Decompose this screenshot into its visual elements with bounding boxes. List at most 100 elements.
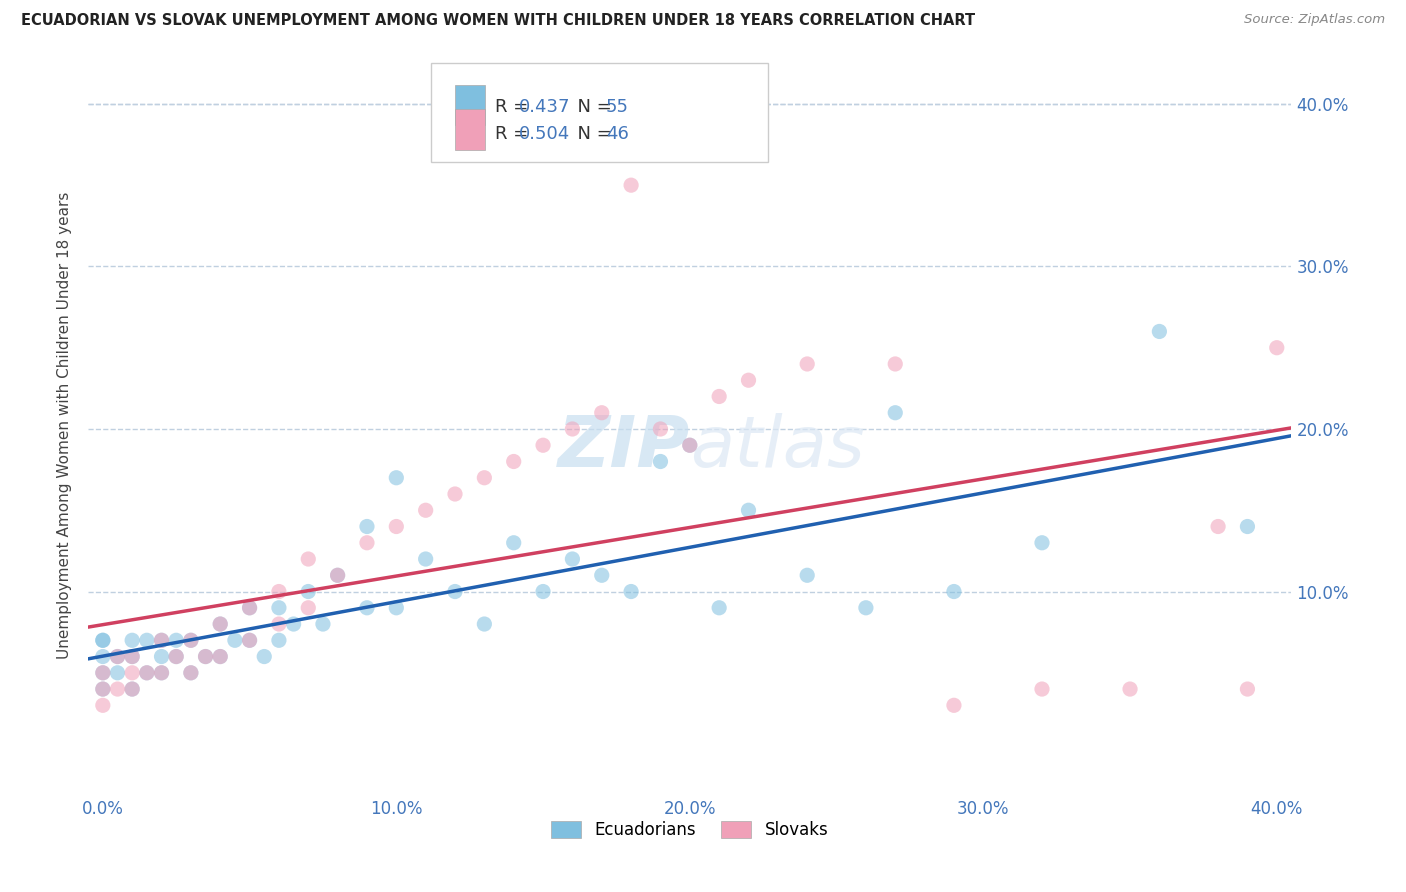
Point [679,438,702,452]
Text: ECUADORIAN VS SLOVAK UNEMPLOYMENT AMONG WOMEN WITH CHILDREN UNDER 18 YEARS CORRE: ECUADORIAN VS SLOVAK UNEMPLOYMENT AMONG … [21,13,976,29]
Point [502,454,524,468]
Point [107,649,129,664]
Point [150,633,173,648]
Point [209,649,232,664]
Point [679,438,702,452]
Point [209,649,232,664]
Point [415,552,437,566]
FancyBboxPatch shape [456,85,485,126]
Point [239,633,262,648]
Point [942,698,965,713]
Text: Source: ZipAtlas.com: Source: ZipAtlas.com [1244,13,1385,27]
Point [385,519,408,533]
Point [224,633,246,648]
Point [253,649,276,664]
Point [385,471,408,485]
Point [135,633,157,648]
Point [297,600,319,615]
Text: 0.504: 0.504 [519,125,571,144]
Point [209,617,232,632]
Point [531,438,554,452]
Point [1265,341,1288,355]
Point [121,649,143,664]
Point [444,487,467,501]
Point [150,665,173,680]
Point [297,552,319,566]
Point [884,406,907,420]
Point [209,617,232,632]
Point [1031,535,1053,549]
Point [312,617,335,632]
Point [121,681,143,696]
Point [356,519,378,533]
Point [1206,519,1229,533]
Point [91,665,114,680]
Point [283,617,305,632]
Point [620,584,643,599]
Point [121,649,143,664]
Point [444,584,467,599]
Point [150,665,173,680]
Text: N =: N = [565,125,617,144]
Point [91,681,114,696]
Point [591,568,613,582]
Point [91,681,114,696]
Point [121,633,143,648]
Point [91,698,114,713]
Point [356,600,378,615]
Text: 55: 55 [606,98,628,116]
Point [356,535,378,549]
Point [180,665,202,680]
Point [1031,681,1053,696]
Point [796,357,818,371]
Point [239,600,262,615]
Point [737,503,759,517]
Point [150,633,173,648]
Point [855,600,877,615]
Point [591,406,613,420]
Point [297,584,319,599]
FancyBboxPatch shape [432,62,768,162]
Point [472,471,495,485]
FancyBboxPatch shape [456,109,485,150]
Point [1236,519,1258,533]
Point [326,568,349,582]
Point [1236,681,1258,696]
Point [415,503,437,517]
Point [707,389,730,403]
Legend: Ecuadorians, Slovaks: Ecuadorians, Slovaks [544,814,835,846]
Point [561,422,583,436]
Point [180,665,202,680]
Point [194,649,217,664]
Point [737,373,759,387]
Point [1119,681,1142,696]
Text: 0.437: 0.437 [519,98,571,116]
Point [650,454,672,468]
Y-axis label: Unemployment Among Women with Children Under 18 years: Unemployment Among Women with Children U… [58,191,72,658]
Point [884,357,907,371]
Point [91,633,114,648]
Text: ZIP: ZIP [558,413,690,482]
Point [150,649,173,664]
Point [121,665,143,680]
Point [239,633,262,648]
Point [91,665,114,680]
Point [561,552,583,566]
Point [267,584,290,599]
Point [267,633,290,648]
Point [121,681,143,696]
Point [1149,325,1171,339]
Point [91,633,114,648]
Point [267,600,290,615]
Point [107,649,129,664]
Point [107,681,129,696]
Point [942,584,965,599]
Point [472,617,495,632]
Point [650,422,672,436]
Point [135,665,157,680]
Point [502,535,524,549]
Point [180,633,202,648]
Point [194,649,217,664]
Point [239,600,262,615]
Point [165,633,187,648]
